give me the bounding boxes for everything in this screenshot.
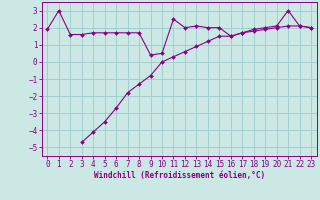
X-axis label: Windchill (Refroidissement éolien,°C): Windchill (Refroidissement éolien,°C) — [94, 171, 265, 180]
